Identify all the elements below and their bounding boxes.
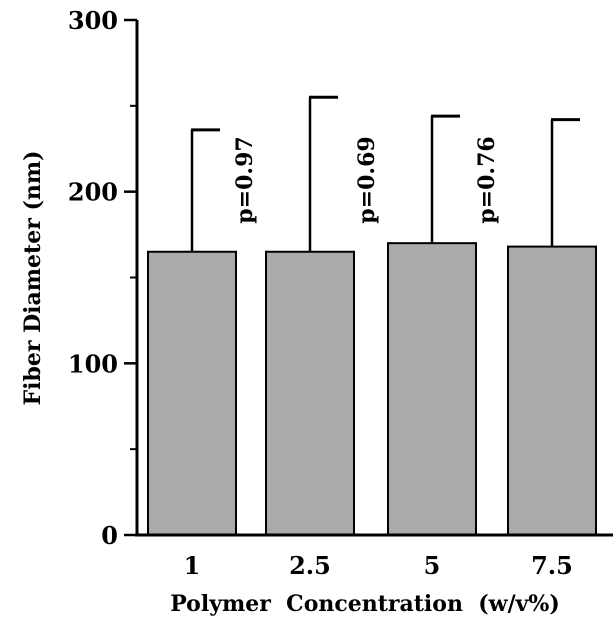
- bar: [147, 250, 237, 536]
- ticks-layer: 0 100 200 300 1 2.5 5 7.5: [68, 6, 573, 580]
- p-value-annotation: p=0.97: [232, 136, 258, 223]
- y-tick-label: 300: [68, 6, 118, 35]
- x-tick-label: 2.5: [289, 551, 331, 580]
- x-axis-label: Polymer Concentration (w/v%): [170, 591, 560, 617]
- y-tick-label: 100: [68, 349, 118, 378]
- bar: [387, 242, 477, 537]
- p-value-annotation: p=0.76: [474, 136, 500, 223]
- x-tick-label: 7.5: [531, 551, 573, 580]
- y-axis-label: Fiber Diameter (nm): [20, 150, 46, 405]
- x-tick-label: 5: [424, 551, 441, 580]
- bar: [265, 250, 355, 536]
- y-tick-label: 200: [68, 178, 118, 207]
- x-tick-label: 1: [184, 551, 201, 580]
- p-value-annotation: p=0.69: [354, 136, 380, 223]
- annotations-layer: p=0.97 p=0.69 p=0.76: [232, 136, 500, 223]
- bar: [507, 245, 597, 536]
- y-tick-label: 0: [101, 521, 118, 550]
